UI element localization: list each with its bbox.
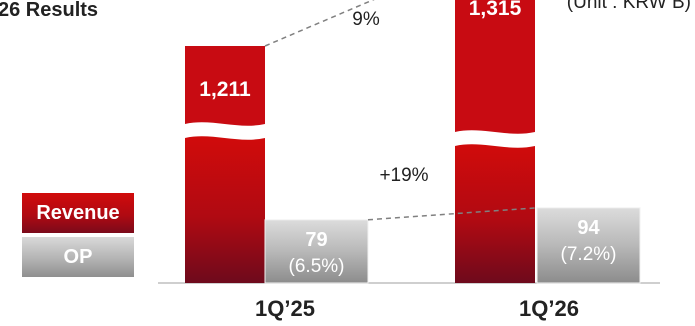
op-value-label: 94 xyxy=(577,217,600,239)
x-tick-label: 1Q’25 xyxy=(255,296,315,321)
revenue-bar-lower xyxy=(185,136,265,283)
chart-title: 26 Results xyxy=(0,0,99,21)
op-bar xyxy=(264,219,369,284)
op-growth-connector xyxy=(367,207,538,221)
op-growth-label: +19% xyxy=(379,165,428,186)
legend-revenue: Revenue xyxy=(22,193,134,233)
op-bar xyxy=(536,207,641,284)
op-margin-label: (6.5%) xyxy=(289,256,345,277)
revenue-growth-connector xyxy=(264,0,375,47)
op-margin-label: (7.2%) xyxy=(561,244,617,265)
x-tick-label: 1Q’26 xyxy=(519,296,579,321)
revenue-bar-upper xyxy=(455,0,535,134)
revenue-value-label: 1,315 xyxy=(469,0,522,20)
revenue-bar-upper xyxy=(185,46,265,126)
revenue-value-label: 1,211 xyxy=(199,78,251,101)
legend-op: OP xyxy=(22,237,134,277)
unit-label: (Unit : KRW B) xyxy=(566,0,691,13)
op-value-label: 79 xyxy=(305,229,327,251)
revenue-growth-label: 9% xyxy=(352,9,380,30)
revenue-bar-lower xyxy=(455,144,535,283)
